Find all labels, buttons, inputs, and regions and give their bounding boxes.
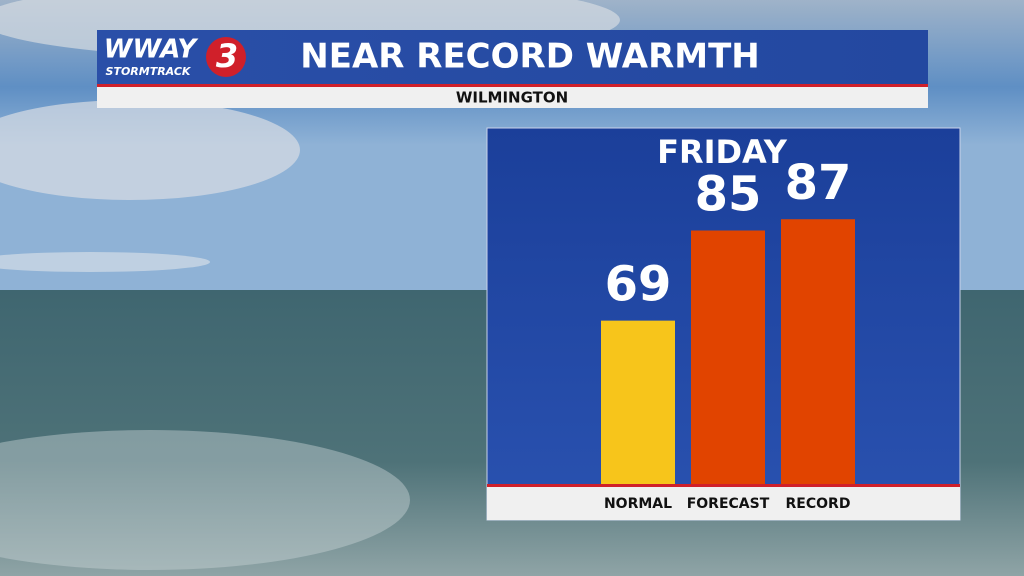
value-label: 87 (785, 155, 852, 211)
chart-baseline (487, 484, 960, 487)
category-label: NORMAL (604, 496, 672, 512)
chart-title: FRIDAY (657, 133, 788, 171)
banner-stripe (97, 84, 928, 87)
title: NEAR RECORD WARMTH (300, 37, 759, 77)
cloud (0, 100, 300, 200)
plot: NORMAL FORECAST RECORD 69 85 87 (601, 155, 855, 512)
subtitle-strip (97, 87, 928, 108)
subtitle: WILMINGTON (456, 89, 568, 107)
logo-number: 3 (216, 37, 238, 75)
logo-sub: STORMTRACK (106, 65, 192, 78)
category-label: RECORD (786, 496, 851, 512)
bar (601, 320, 675, 484)
logo-badge (206, 37, 246, 77)
category-strip (487, 487, 960, 520)
value-label: 69 (605, 257, 672, 313)
surf (0, 430, 410, 570)
logo: WWAY (104, 35, 200, 65)
category-label: FORECAST (687, 496, 770, 512)
bar (781, 219, 855, 484)
cloud (0, 252, 210, 272)
bar (691, 230, 765, 484)
value-label: 85 (695, 167, 762, 223)
